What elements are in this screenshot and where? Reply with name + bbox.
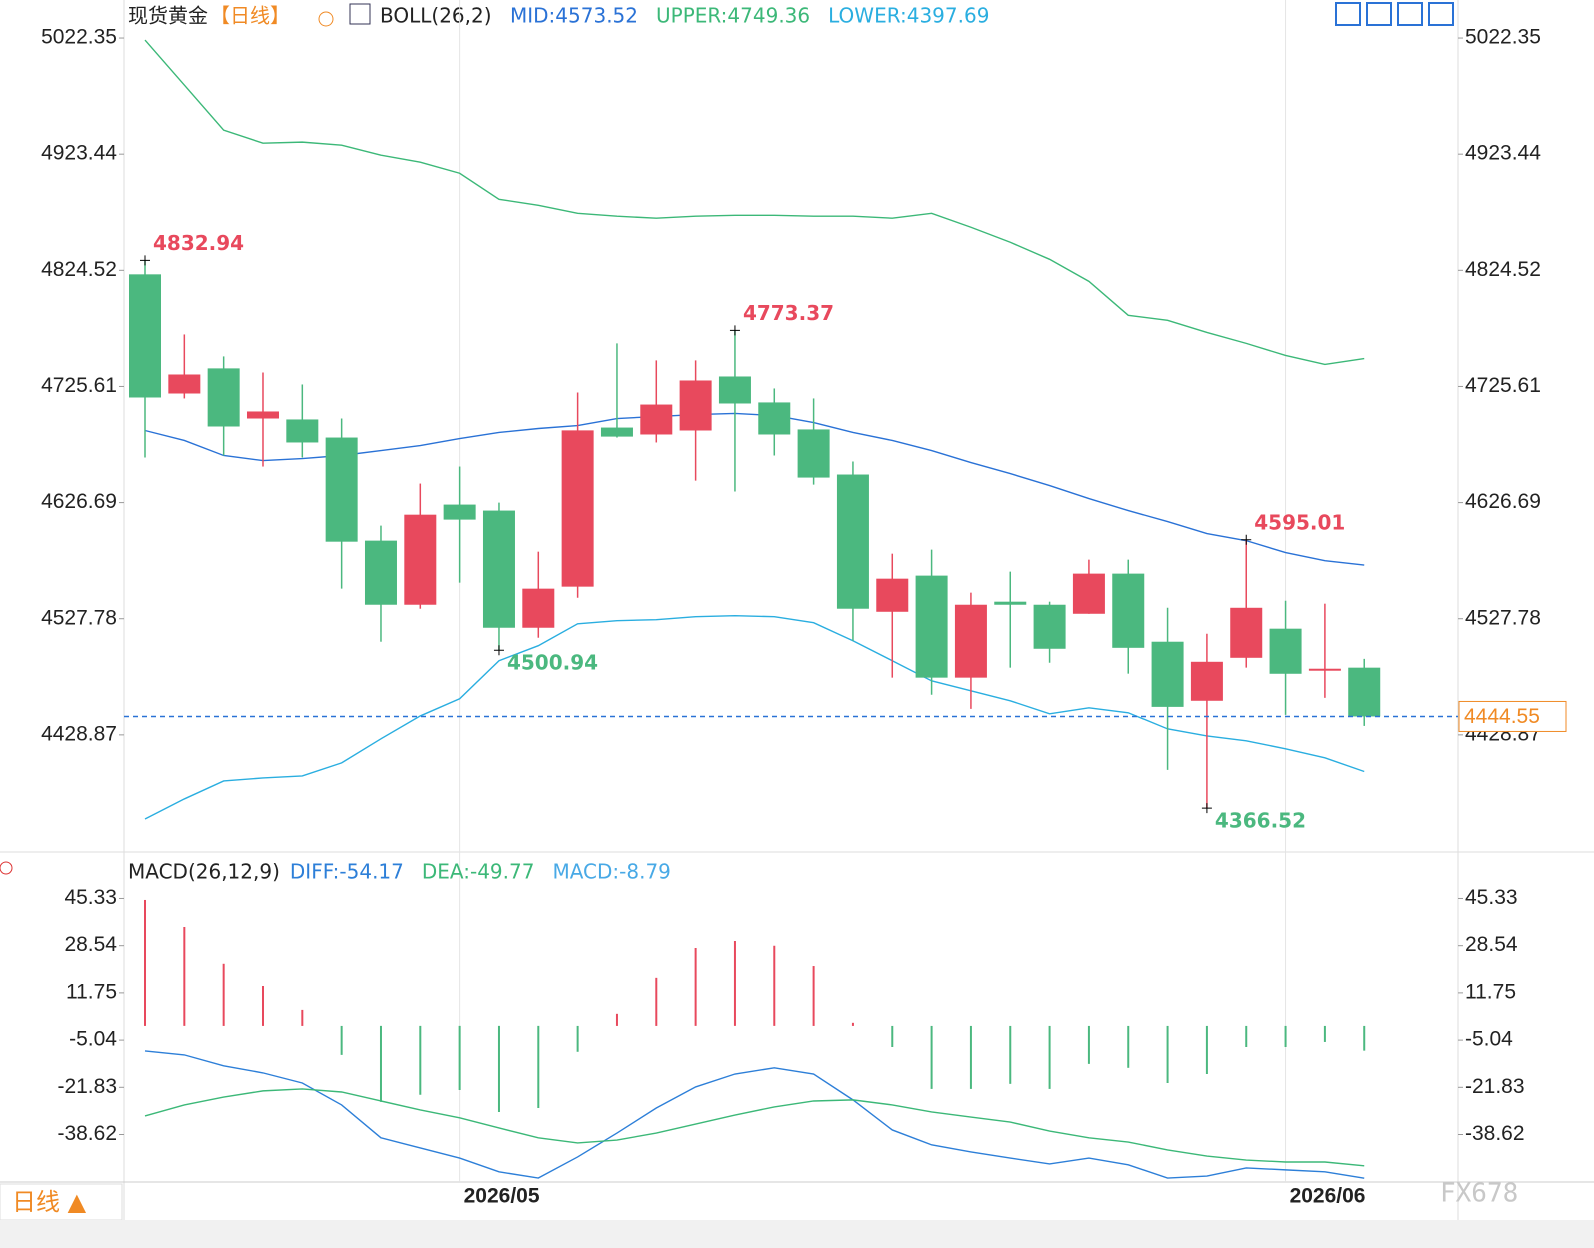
- y-tick-label-right: -5.04: [1465, 1028, 1513, 1051]
- y-tick-label-right: -21.83: [1465, 1075, 1525, 1098]
- low-label: 4500.94: [507, 651, 598, 675]
- candle-body: [718, 376, 751, 404]
- y-tick-label-right: 4923.44: [1465, 142, 1541, 165]
- candle-body: [758, 402, 791, 435]
- candle-body: [522, 588, 555, 628]
- y-tick-label: 4527.78: [41, 606, 117, 629]
- extreme-marker: [729, 325, 740, 336]
- y-tick-label-right: 45.33: [1465, 886, 1518, 909]
- y-tick-label: 4725.61: [41, 374, 117, 397]
- legend-entry: DIFF:-54.17: [290, 860, 404, 884]
- tool-button[interactable]: [1428, 2, 1454, 26]
- legend-entry: MID:4573.52: [510, 4, 638, 28]
- candle-body: [836, 474, 869, 609]
- y-tick-label-right: 4725.61: [1465, 374, 1541, 397]
- y-tick-label-right: 28.54: [1465, 933, 1518, 956]
- x-tick-label: 2026/05: [464, 1185, 540, 1208]
- candle-body: [1269, 628, 1302, 674]
- candle-body: [1190, 661, 1223, 701]
- candle-body: [482, 510, 515, 628]
- candle-body: [561, 430, 594, 587]
- period-label: 【日线】: [210, 4, 290, 28]
- candle-body: [129, 274, 161, 398]
- candle-body: [954, 604, 987, 678]
- period-button-box[interactable]: [0, 1183, 123, 1221]
- y-tick-label-right: 5022.35: [1465, 26, 1541, 49]
- last-price-box: [1458, 700, 1567, 732]
- candle-body: [1112, 573, 1145, 648]
- indicator-line: [144, 614, 1365, 820]
- candle-body: [325, 437, 358, 542]
- candle-body: [404, 514, 437, 605]
- candle-body: [876, 578, 909, 612]
- y-tick-label: 5022.35: [41, 26, 117, 49]
- y-tick-label: 28.54: [64, 933, 117, 956]
- extreme-marker: [1201, 803, 1212, 814]
- y-tick-label: -5.04: [69, 1028, 117, 1051]
- bottom-bar: [0, 1220, 1594, 1248]
- candle-body: [286, 419, 319, 443]
- high-label: 4773.37: [743, 301, 834, 325]
- y-tick-label: 4824.52: [41, 258, 117, 281]
- y-tick-label: 4923.44: [41, 142, 117, 165]
- tool-button[interactable]: [1397, 2, 1423, 26]
- legend-entry: DEA:-49.77: [422, 860, 535, 884]
- indicator-line: [144, 39, 1365, 366]
- chart-title: 现货黄金: [128, 4, 208, 28]
- tool-button[interactable]: [1366, 2, 1392, 26]
- indicator-line: [144, 1088, 1365, 1167]
- y-tick-label: 4428.87: [41, 722, 117, 745]
- period-button[interactable]: 日线 ▲: [12, 1188, 87, 1216]
- candle-body: [797, 429, 830, 478]
- high-label: 4832.94: [153, 231, 244, 255]
- candle-body: [915, 575, 948, 678]
- high-label: 4595.01: [1254, 510, 1345, 534]
- add-icon[interactable]: [318, 11, 334, 27]
- legend-entry: UPPER:4749.36: [656, 4, 810, 28]
- candle-body: [1348, 667, 1381, 717]
- boll-icon: [349, 3, 371, 25]
- last-price-label: 4444.55: [1464, 705, 1540, 728]
- indicator-line: [144, 1050, 1365, 1179]
- indicator-name: BOLL(26,2): [380, 4, 492, 28]
- candle-body: [1230, 607, 1263, 658]
- candle-body: [1151, 641, 1184, 707]
- y-tick-label-right: 4527.78: [1465, 606, 1541, 629]
- candle-body: [640, 404, 673, 435]
- y-tick-label: 11.75: [66, 980, 117, 1003]
- candle-body: [679, 380, 712, 431]
- legend-entry: LOWER:4397.69: [828, 4, 989, 28]
- y-tick-label-right: 4626.69: [1465, 490, 1541, 513]
- settings-icon[interactable]: [0, 861, 13, 875]
- extreme-marker: [140, 255, 150, 266]
- y-tick-label: 45.33: [64, 886, 117, 909]
- candle-body: [168, 374, 201, 394]
- y-tick-label-right: -38.62: [1465, 1122, 1525, 1145]
- candle-body: [1033, 604, 1066, 649]
- extreme-marker: [1241, 534, 1252, 545]
- candle-body: [1072, 573, 1105, 614]
- candle-body: [600, 427, 633, 437]
- candle-body: [364, 540, 397, 605]
- candle-body: [443, 504, 476, 520]
- y-tick-label: -21.83: [57, 1075, 117, 1098]
- candle-body: [246, 411, 279, 419]
- candle-body: [1308, 668, 1341, 671]
- y-tick-label: 4626.69: [41, 490, 117, 513]
- chart-title: MACD(26,12,9): [128, 860, 280, 884]
- low-label: 4366.52: [1215, 809, 1306, 833]
- y-tick-label-right: 11.75: [1465, 980, 1516, 1003]
- watermark: FX678: [1440, 1179, 1518, 1209]
- candle-body: [994, 601, 1027, 605]
- extreme-marker: [493, 645, 504, 656]
- y-tick-label-right: 4824.52: [1465, 258, 1541, 281]
- x-tick-label: 2026/06: [1290, 1185, 1366, 1208]
- tool-button[interactable]: [1335, 2, 1361, 26]
- candle-body: [207, 368, 240, 427]
- toolbar: [1335, 2, 1454, 26]
- legend-entry: MACD:-8.79: [552, 860, 670, 884]
- y-tick-label: -38.62: [57, 1122, 117, 1145]
